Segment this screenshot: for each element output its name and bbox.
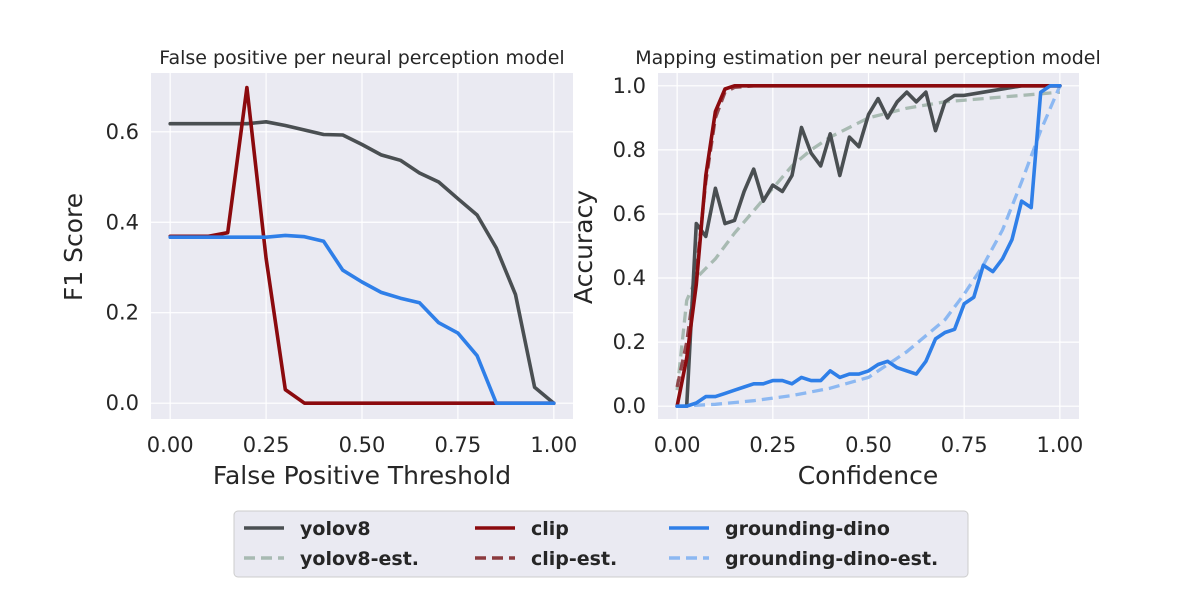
right-plot-area: 0.00 0.25 0.50 0.75 1.00 0.0 0.2 0.4 0.6 0.8 1.0 bbox=[613, 73, 1083, 457]
right-series-grounding-dino-est bbox=[677, 85, 1062, 408]
legend-label-clip-est: clip-est. bbox=[531, 548, 617, 570]
right-y-tick-label: 0.8 bbox=[613, 138, 646, 162]
legend-entry-grounding-dino: grounding-dino bbox=[669, 518, 890, 540]
left-y-tick-label: 0.2 bbox=[106, 301, 139, 325]
right-series-grounding-dino bbox=[675, 84, 1062, 409]
left-x-tick-label: 0.00 bbox=[147, 433, 194, 457]
legend-entry-yolov8: yolov8 bbox=[244, 518, 371, 540]
legend-entry-clip-est: clip-est. bbox=[475, 548, 617, 570]
legend-entry-yolov8-est: yolov8-est. bbox=[244, 548, 419, 570]
left-x-axis-label: False Positive Threshold bbox=[213, 461, 511, 490]
right-y-tick-label: 0.6 bbox=[613, 202, 646, 226]
right-x-tick-label: 0.25 bbox=[749, 433, 796, 457]
legend-label-yolov8: yolov8 bbox=[300, 518, 371, 540]
right-series-group bbox=[675, 84, 1062, 409]
right-x-tick-label: 0.00 bbox=[654, 433, 701, 457]
f1-score-panel: 0.00 0.25 0.50 0.75 1.00 0.0 0.2 0.4 0.6 False p… bbox=[59, 47, 577, 490]
left-x-tick-label: 0.25 bbox=[243, 433, 290, 457]
accuracy-panel: 0.00 0.25 0.50 0.75 1.00 0.0 0.2 0.4 0.6 0.8 1.0 M… bbox=[569, 47, 1101, 490]
right-y-tick-label: 0.4 bbox=[613, 266, 646, 290]
left-x-tick-label: 1.00 bbox=[530, 433, 577, 457]
left-plot-area: 0.00 0.25 0.50 0.75 1.00 0.0 0.2 0.4 0.6 bbox=[106, 73, 577, 457]
left-y-tick-label: 0.6 bbox=[106, 120, 139, 144]
legend-label-clip: clip bbox=[531, 518, 569, 540]
left-y-axis-label: F1 Score bbox=[59, 193, 88, 301]
left-series-yolov8 bbox=[168, 120, 556, 406]
right-y-tick-label: 0.2 bbox=[613, 330, 646, 354]
legend-entry-grounding-dino-est: grounding-dino-est. bbox=[669, 548, 938, 570]
right-x-tick-label: 0.75 bbox=[941, 433, 988, 457]
legend-label-yolov8-est: yolov8-est. bbox=[300, 548, 419, 570]
left-panel-title: False positive per neural perception mod… bbox=[159, 47, 564, 69]
legend: yolov8 yolov8-est. clip clip-est. ground… bbox=[233, 510, 969, 578]
right-y-axis-label: Accuracy bbox=[569, 190, 598, 304]
legend-entry-clip: clip bbox=[475, 518, 569, 540]
right-y-tick-label: 0.0 bbox=[613, 394, 646, 418]
left-series-grounding-dino bbox=[168, 233, 556, 406]
left-y-tick-label: 0.0 bbox=[106, 391, 139, 415]
right-y-tick-label: 1.0 bbox=[613, 74, 646, 98]
left-series-clip bbox=[168, 85, 556, 406]
right-series-yolov8-est bbox=[675, 90, 1061, 391]
left-y-tick-label: 0.4 bbox=[106, 210, 139, 234]
right-series-yolov8 bbox=[684, 84, 1062, 409]
right-panel-title: Mapping estimation per neural perception… bbox=[635, 47, 1101, 69]
right-x-tick-label: 0.50 bbox=[845, 433, 892, 457]
right-series-clip bbox=[675, 84, 1062, 409]
right-x-tick-label: 1.00 bbox=[1036, 433, 1083, 457]
right-x-axis-label: Confidence bbox=[798, 461, 939, 490]
left-series-group bbox=[168, 85, 556, 406]
left-x-tick-label: 0.75 bbox=[435, 433, 482, 457]
legend-label-grounding-dino-est: grounding-dino-est. bbox=[725, 548, 938, 570]
legend-label-grounding-dino: grounding-dino bbox=[725, 518, 890, 540]
legend-frame bbox=[233, 510, 969, 578]
left-x-tick-label: 0.50 bbox=[339, 433, 386, 457]
